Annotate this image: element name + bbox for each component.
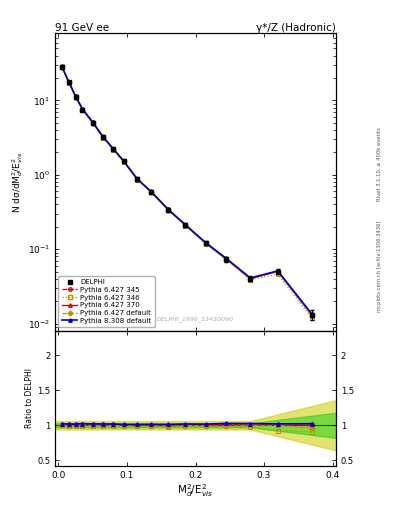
Text: γ*/Z (Hadronic): γ*/Z (Hadronic) — [256, 23, 336, 32]
Legend: DELPHI, Pythia 6.427 345, Pythia 6.427 346, Pythia 6.427 370, Pythia 6.427 defau: DELPHI, Pythia 6.427 345, Pythia 6.427 3… — [59, 275, 154, 327]
Text: Rivet 3.1.10, ≥ 400k events: Rivet 3.1.10, ≥ 400k events — [377, 127, 382, 201]
Text: mcplots.cern.ch [arXiv:1306.3436]: mcplots.cern.ch [arXiv:1306.3436] — [377, 221, 382, 312]
Text: DELPHI_1996_S3430090: DELPHI_1996_S3430090 — [157, 316, 234, 322]
X-axis label: M$_{d}^{2}$/E$^{2}_{vis}$: M$_{d}^{2}$/E$^{2}_{vis}$ — [178, 482, 213, 499]
Y-axis label: N dσ/dM$_{d}^{2}$/E$^{2}_{vis}$: N dσ/dM$_{d}^{2}$/E$^{2}_{vis}$ — [10, 152, 25, 212]
Text: 91 GeV ee: 91 GeV ee — [55, 23, 109, 32]
Y-axis label: Ratio to DELPHI: Ratio to DELPHI — [25, 368, 34, 429]
